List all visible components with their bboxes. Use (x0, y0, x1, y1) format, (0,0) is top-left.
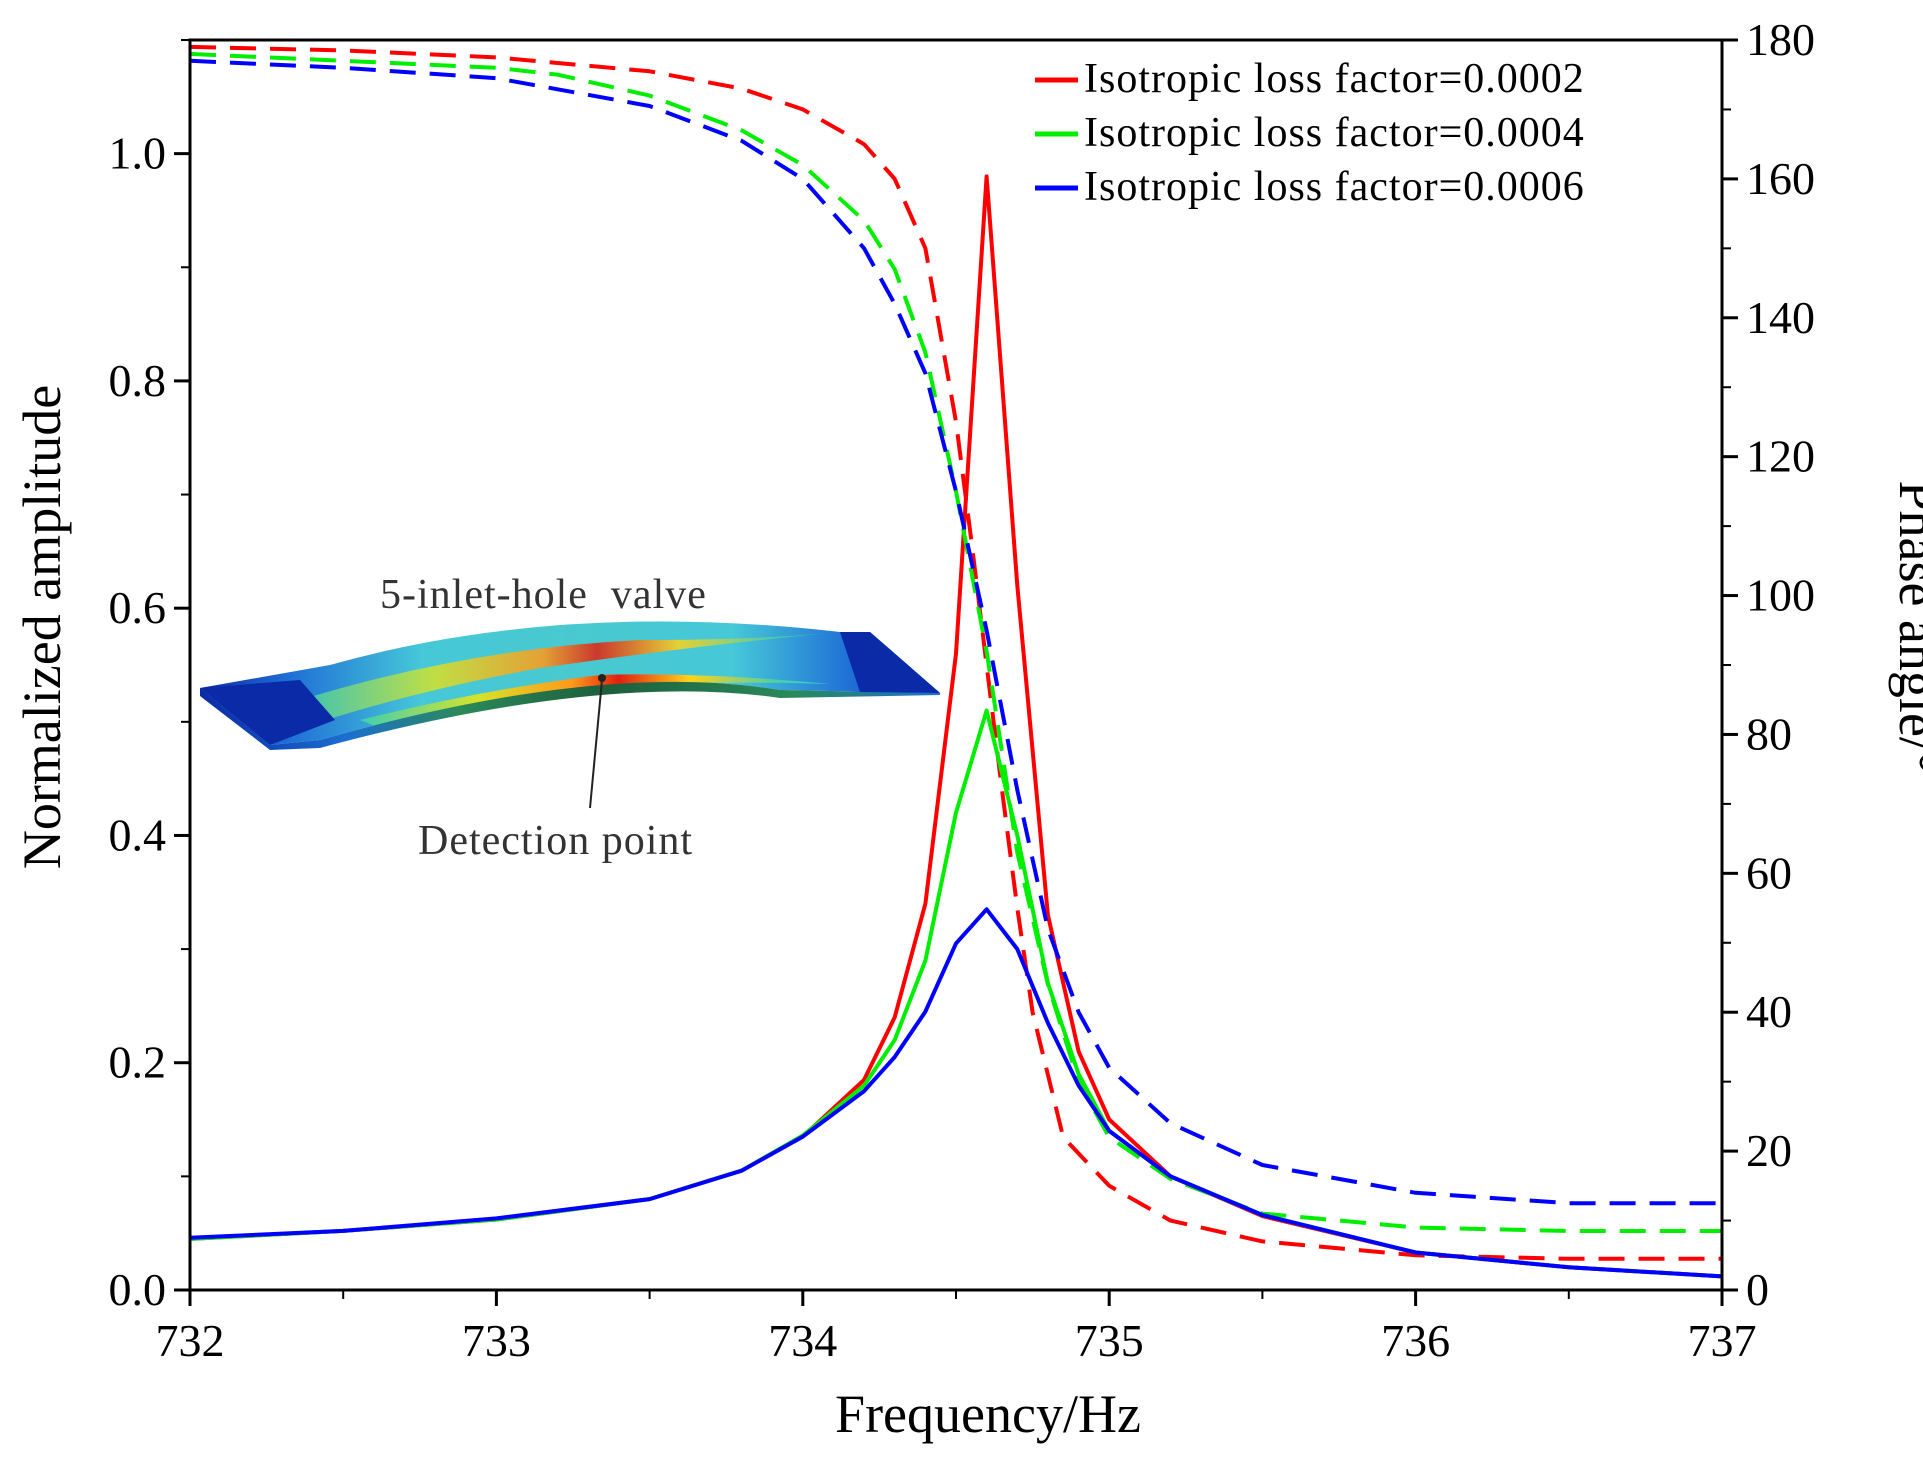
y2-tick-label: 40 (1746, 986, 1792, 1037)
y2-tick-label: 100 (1746, 570, 1815, 621)
y-tick-label: 0.2 (109, 1037, 167, 1088)
y2-tick-label: 80 (1746, 708, 1792, 759)
y2-tick-label: 180 (1746, 14, 1815, 65)
valve-right-end (840, 632, 940, 693)
y2-tick-label: 0 (1746, 1264, 1769, 1315)
y-tick-label: 0.0 (109, 1264, 167, 1315)
phase-line-3 (189, 58, 1722, 1206)
valve-inset-illustration: 5-inlet-hole valve Detection point (200, 572, 940, 864)
y-axis-title: Normalized amplitude (12, 385, 72, 869)
x-tick-label: 737 (1688, 1315, 1757, 1366)
x-tick-label: 732 (156, 1315, 225, 1366)
y-tick-label: 1.0 (109, 128, 167, 179)
x-tick-label: 733 (462, 1315, 531, 1366)
detection-point-pointer (589, 679, 603, 809)
valve-left-end (200, 680, 335, 745)
valve-stress-band (360, 674, 830, 728)
y2-tick-label: 20 (1746, 1125, 1792, 1176)
legend-label-3: Isotropic loss factor=0.0006 (1084, 164, 1585, 210)
y2-tick-label: 160 (1746, 153, 1815, 204)
valve-side-face (200, 681, 940, 750)
y2-axis-title: Phase angle/° (1888, 480, 1923, 773)
y-tick-label: 0.8 (109, 355, 167, 406)
detection-point-label: Detection point (418, 818, 693, 864)
legend-label-2: Isotropic loss factor=0.0004 (1084, 110, 1585, 156)
inset-title: 5-inlet-hole valve (380, 572, 707, 618)
y2-tick-label: 60 (1746, 847, 1792, 898)
valve-stress-ridge (300, 632, 840, 722)
x-axis-title: Frequency/Hz (835, 1384, 1141, 1444)
legend: Isotropic loss factor=0.0002 Isotropic lo… (1035, 56, 1585, 210)
y2-tick-label: 140 (1746, 292, 1815, 343)
y-tick-label: 0.4 (109, 809, 167, 860)
x-tick-label: 736 (1381, 1315, 1450, 1366)
x-tick-label: 734 (768, 1315, 837, 1366)
y-tick-label: 0.6 (109, 582, 167, 633)
legend-label-1: Isotropic loss factor=0.0002 (1084, 56, 1585, 102)
y2-tick-label: 120 (1746, 431, 1815, 482)
x-tick-label: 735 (1075, 1315, 1144, 1366)
series-layer (189, 44, 1723, 1279)
detection-point-marker (598, 674, 606, 682)
amplitude-line-3 (189, 907, 1723, 1279)
